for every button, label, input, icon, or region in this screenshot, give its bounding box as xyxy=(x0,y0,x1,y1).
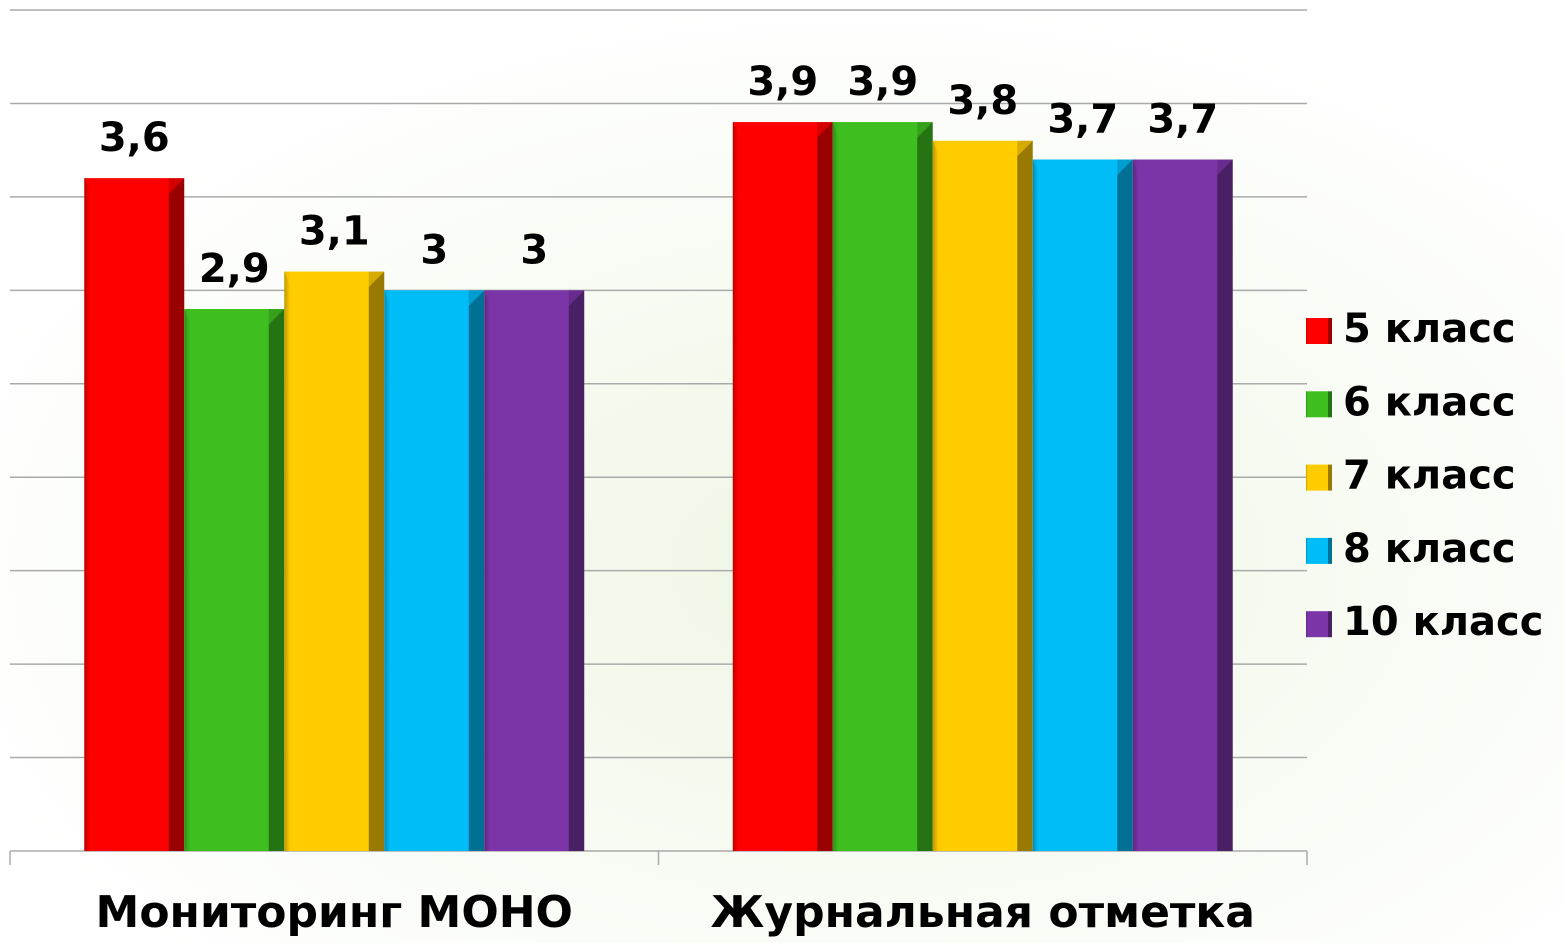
bar-bevel xyxy=(732,122,833,138)
data-label: 2,9 xyxy=(199,246,270,292)
bar-bevel xyxy=(1032,159,1133,175)
data-label: 3,9 xyxy=(747,59,818,105)
bar xyxy=(732,122,833,852)
bar xyxy=(932,140,1033,852)
legend-swatch xyxy=(1306,391,1332,418)
legend-swatch xyxy=(1306,611,1332,638)
legend-label: 7 класс xyxy=(1343,453,1516,499)
bar xyxy=(384,290,485,851)
data-label: 3 xyxy=(520,227,548,273)
data-label: 3 xyxy=(420,227,448,273)
bar xyxy=(832,122,933,852)
bar xyxy=(1032,159,1133,851)
legend-swatch xyxy=(1306,537,1332,564)
bar-bevel xyxy=(284,271,385,287)
bar xyxy=(484,290,585,851)
bar-bevel xyxy=(184,309,285,325)
data-label: 3,8 xyxy=(947,78,1018,124)
bar xyxy=(1132,159,1233,851)
bar-bevel xyxy=(84,178,185,194)
data-label: 3,7 xyxy=(1047,97,1118,143)
bar xyxy=(184,309,285,851)
bar-bevel xyxy=(932,140,1033,156)
bar-bevel xyxy=(1132,159,1233,175)
bar-bevel xyxy=(484,290,585,306)
legend-label: 6 класс xyxy=(1343,379,1516,425)
legend-label: 10 класс xyxy=(1343,599,1543,645)
legend-label: 5 класс xyxy=(1343,306,1516,352)
bar xyxy=(84,178,185,851)
legend-swatch xyxy=(1306,318,1332,344)
legend-label: 8 класс xyxy=(1343,526,1516,572)
x-tick-label: Журнальная отметка xyxy=(711,887,1255,938)
data-label: 3,1 xyxy=(299,209,370,255)
bar xyxy=(284,271,385,852)
bar-bevel xyxy=(384,290,485,306)
data-label: 3,9 xyxy=(847,59,918,105)
data-label: 3,6 xyxy=(99,115,170,161)
data-label: 3,7 xyxy=(1147,97,1218,143)
legend-swatch xyxy=(1306,464,1332,491)
x-tick-label: Мониторинг МОНО xyxy=(96,887,573,938)
bar-bevel xyxy=(832,122,933,138)
